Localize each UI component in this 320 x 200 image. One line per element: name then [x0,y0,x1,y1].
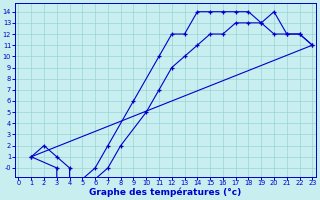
X-axis label: Graphe des températures (°c): Graphe des températures (°c) [89,188,242,197]
